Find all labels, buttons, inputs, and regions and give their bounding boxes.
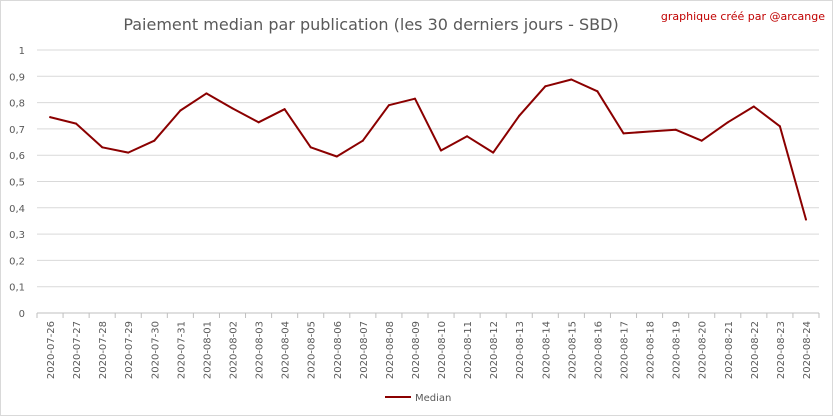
- data-point: [726, 121, 729, 124]
- x-tick-label: 2020-07-31: [176, 321, 187, 379]
- data-point: [413, 97, 416, 100]
- y-tick-label: 0,2: [9, 256, 25, 267]
- y-tick-label: 0,1: [9, 283, 25, 294]
- x-tick-label: 2020-08-16: [593, 321, 604, 379]
- data-point: [440, 149, 443, 152]
- y-tick-label: 0,8: [9, 99, 25, 110]
- y-tick-label: 0,3: [9, 230, 25, 241]
- x-tick-label: 2020-08-06: [333, 321, 344, 379]
- x-tick-label: 2020-08-12: [489, 321, 500, 379]
- data-point: [153, 139, 156, 142]
- y-tick-label: 1: [19, 46, 25, 57]
- data-point: [570, 78, 573, 81]
- data-point: [205, 92, 208, 95]
- x-axis-ticks: 2020-07-26 2020-07-27 2020-07-28 2020-07-29…: [36, 313, 820, 379]
- data-point: [283, 108, 286, 111]
- data-point: [596, 90, 599, 93]
- grid-lines: [37, 49, 819, 314]
- x-tick-label: 2020-08-10: [437, 321, 448, 379]
- data-point: [49, 116, 52, 119]
- y-tick-label: 0,6: [9, 151, 25, 162]
- chart-title: Paiement median par publication (les 30 …: [123, 15, 618, 34]
- data-point: [101, 146, 104, 149]
- x-tick-label: 2020-08-17: [620, 321, 631, 379]
- y-tick-label: 0: [19, 309, 25, 320]
- x-tick-label: 2020-08-01: [202, 321, 213, 379]
- x-tick-label: 2020-08-04: [281, 321, 292, 379]
- data-point: [361, 139, 364, 142]
- x-tick-label: 2020-08-24: [802, 321, 813, 379]
- y-axis-ticks: 0 0,1 0,2 0,3 0,4 0,5 0,6 0,7 0,8 0,9 1: [9, 46, 25, 320]
- data-point: [466, 135, 469, 138]
- data-point: [648, 130, 651, 133]
- data-point: [335, 155, 338, 158]
- data-point: [309, 146, 312, 149]
- x-tick-label: 2020-08-14: [541, 321, 552, 379]
- data-point: [752, 105, 755, 108]
- x-tick-label: 2020-07-30: [150, 321, 161, 379]
- x-tick-label: 2020-08-03: [255, 321, 266, 379]
- y-tick-label: 0,9: [9, 72, 25, 83]
- x-tick-label: 2020-08-11: [463, 321, 474, 379]
- x-tick-label: 2020-08-05: [307, 321, 318, 379]
- y-tick-label: 0,7: [9, 125, 25, 136]
- data-point: [231, 107, 234, 110]
- x-tick-label: 2020-07-27: [72, 321, 83, 379]
- chart-credit: graphique créé par @arcange: [661, 10, 825, 23]
- data-point: [544, 85, 547, 88]
- x-tick-label: 2020-08-18: [646, 321, 657, 379]
- y-tick-label: 0,4: [9, 204, 25, 215]
- x-tick-label: 2020-07-29: [124, 321, 135, 379]
- x-tick-label: 2020-08-09: [411, 321, 422, 379]
- x-tick-label: 2020-08-22: [750, 321, 761, 379]
- data-point: [700, 139, 703, 142]
- series-layer: [49, 78, 807, 221]
- data-point: [492, 151, 495, 154]
- x-tick-label: 2020-07-26: [46, 321, 57, 379]
- x-tick-label: 2020-07-28: [98, 321, 109, 379]
- x-tick-label: 2020-08-15: [567, 321, 578, 379]
- data-point: [804, 218, 807, 221]
- data-point: [179, 109, 182, 112]
- legend-label-median: Median: [415, 393, 451, 404]
- data-point: [674, 128, 677, 131]
- x-tick-label: 2020-08-02: [229, 321, 240, 379]
- x-tick-label: 2020-08-08: [385, 321, 396, 379]
- x-tick-label: 2020-08-19: [672, 321, 683, 379]
- data-point: [387, 104, 390, 107]
- data-point: [778, 125, 781, 128]
- data-point: [257, 121, 260, 124]
- y-tick-label: 0,5: [9, 178, 25, 189]
- series-line-median: [49, 78, 807, 220]
- x-tick-label: 2020-08-20: [698, 321, 709, 379]
- data-point: [127, 151, 130, 154]
- legend: Median: [385, 393, 451, 404]
- data-point: [75, 122, 78, 125]
- x-tick-label: 2020-08-23: [776, 321, 787, 379]
- data-point: [622, 132, 625, 135]
- x-tick-label: 2020-08-13: [515, 321, 526, 379]
- x-tick-label: 2020-08-07: [359, 321, 370, 379]
- data-point: [518, 114, 521, 117]
- x-tick-label: 2020-08-21: [724, 321, 735, 379]
